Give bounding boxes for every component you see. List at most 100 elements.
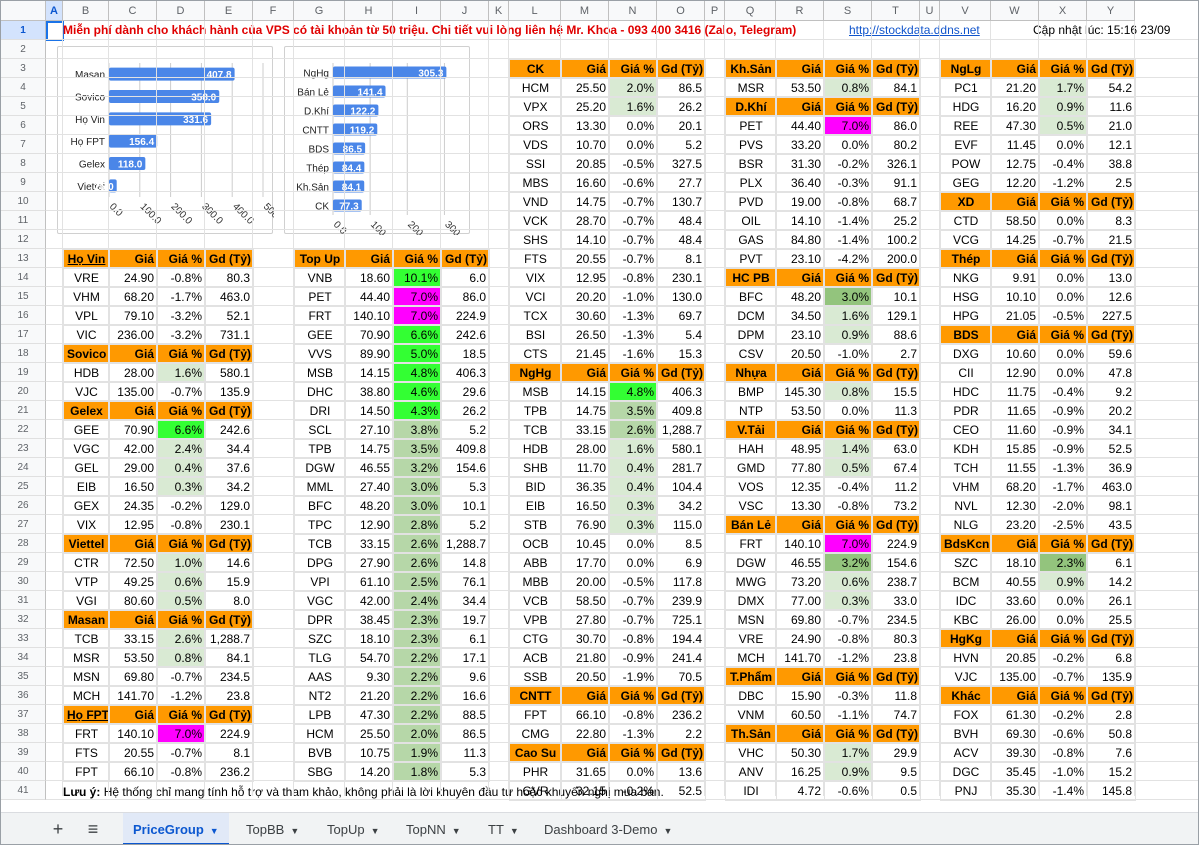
change-cell[interactable]: 0.3% [609, 515, 658, 535]
value-cell[interactable]: 16.6 [441, 686, 490, 706]
price-cell[interactable]: 50.30 [776, 743, 825, 763]
change-cell[interactable]: -0.8% [1039, 743, 1088, 763]
change-cell[interactable]: -1.1% [824, 705, 873, 725]
ticker-cell[interactable]: HDC [940, 382, 992, 402]
row-header-40[interactable]: 40 [1, 762, 46, 781]
price-cell[interactable]: 14.25 [991, 230, 1040, 250]
value-cell[interactable]: 11.3 [441, 743, 490, 763]
group-title[interactable]: D.Khí [725, 97, 777, 117]
ticker-cell[interactable]: DGW [294, 458, 346, 478]
price-cell[interactable]: 9.30 [345, 667, 394, 687]
column-label[interactable]: Gd (Tỷ) [1087, 686, 1136, 706]
column-header-w[interactable]: W [991, 1, 1039, 21]
ticker-cell[interactable]: VNM [725, 705, 777, 725]
caret-down-icon[interactable]: ▼ [209, 826, 219, 836]
value-cell[interactable]: 11.2 [872, 477, 921, 497]
ticker-cell[interactable]: HDB [509, 439, 562, 459]
change-cell[interactable]: -0.7% [824, 610, 873, 630]
ticker-cell[interactable]: DPR [294, 610, 346, 630]
change-cell[interactable]: -1.0% [609, 287, 658, 307]
price-cell[interactable]: 9.91 [991, 268, 1040, 288]
ticker-cell[interactable]: SHS [509, 230, 562, 250]
value-cell[interactable]: 84.1 [872, 78, 921, 98]
change-cell[interactable]: 0.9% [824, 325, 873, 345]
price-cell[interactable]: 79.10 [109, 306, 158, 326]
price-cell[interactable]: 28.00 [109, 363, 158, 383]
column-header-n[interactable]: N [609, 1, 657, 21]
ticker-cell[interactable]: VIX [63, 515, 110, 535]
column-label[interactable]: Gd (Tỷ) [205, 610, 254, 630]
ticker-cell[interactable]: NKG [940, 268, 992, 288]
value-cell[interactable]: 21.0 [1087, 116, 1136, 136]
change-cell[interactable]: 1.9% [393, 743, 442, 763]
price-cell[interactable]: 12.20 [991, 173, 1040, 193]
change-cell[interactable]: 0.0% [1039, 211, 1088, 231]
value-cell[interactable]: 8.1 [657, 249, 706, 269]
ticker-cell[interactable]: MSN [725, 610, 777, 630]
change-cell[interactable]: -0.8% [609, 629, 658, 649]
price-cell[interactable]: 14.50 [345, 401, 394, 421]
change-cell[interactable]: 2.6% [157, 629, 206, 649]
value-cell[interactable]: 86.5 [441, 724, 490, 744]
row-header-13[interactable]: 13 [1, 249, 46, 268]
change-cell[interactable]: 1.7% [1039, 78, 1088, 98]
row-header-14[interactable]: 14 [1, 268, 46, 287]
column-header-s[interactable]: S [824, 1, 872, 21]
column-header-j[interactable]: J [441, 1, 489, 21]
value-cell[interactable]: 84.1 [205, 648, 254, 668]
column-label[interactable]: Giá % [1039, 249, 1088, 269]
value-cell[interactable]: 5.4 [657, 325, 706, 345]
row-header-10[interactable]: 10 [1, 192, 46, 211]
change-cell[interactable]: 0.4% [609, 477, 658, 497]
sheet-tab-pricegroup[interactable]: PriceGroup ▼ [123, 813, 229, 844]
change-cell[interactable]: -4.2% [824, 249, 873, 269]
row-header-34[interactable]: 34 [1, 648, 46, 667]
change-cell[interactable]: -1.3% [609, 325, 658, 345]
change-cell[interactable]: 2.2% [393, 705, 442, 725]
column-label[interactable]: Giá [991, 59, 1040, 79]
change-cell[interactable]: 2.0% [609, 78, 658, 98]
column-header-k[interactable]: K [489, 1, 509, 21]
group-title[interactable]: XD [940, 192, 992, 212]
change-cell[interactable]: 0.6% [157, 572, 206, 592]
price-cell[interactable]: 48.20 [776, 287, 825, 307]
change-cell[interactable]: -0.9% [1039, 439, 1088, 459]
change-cell[interactable]: -0.6% [1039, 724, 1088, 744]
price-cell[interactable]: 69.80 [776, 610, 825, 630]
group-title[interactable]: T.Phẩm [725, 667, 777, 687]
change-cell[interactable]: 2.3% [1039, 553, 1088, 573]
row-header-33[interactable]: 33 [1, 629, 46, 648]
price-cell[interactable]: 15.90 [776, 686, 825, 706]
ticker-cell[interactable]: FTS [63, 743, 110, 763]
column-label[interactable]: Giá % [393, 249, 442, 269]
price-cell[interactable]: 135.00 [991, 667, 1040, 687]
value-cell[interactable]: 80.2 [872, 135, 921, 155]
group-title[interactable]: NgHg [509, 363, 562, 383]
value-cell[interactable]: 19.7 [441, 610, 490, 630]
ticker-cell[interactable]: MCH [725, 648, 777, 668]
row-header-35[interactable]: 35 [1, 667, 46, 686]
value-cell[interactable]: 242.6 [441, 325, 490, 345]
value-cell[interactable]: 8.5 [657, 534, 706, 554]
group-title[interactable]: V.Tải [725, 420, 777, 440]
change-cell[interactable]: 1.6% [609, 439, 658, 459]
row-header-11[interactable]: 11 [1, 211, 46, 230]
sector-value-chart[interactable]: 0.0 100.0 200.0 300.0 NgHg 305.3 Bán Lẻ 141.4 D.… [284, 46, 470, 245]
change-cell[interactable]: 0.8% [824, 382, 873, 402]
change-cell[interactable]: 2.4% [393, 591, 442, 611]
value-cell[interactable]: 327.5 [657, 154, 706, 174]
change-cell[interactable]: 0.4% [609, 458, 658, 478]
row-header-8[interactable]: 8 [1, 154, 46, 173]
ticker-cell[interactable]: FRT [63, 724, 110, 744]
change-cell[interactable]: 0.9% [824, 762, 873, 782]
value-cell[interactable]: 15.5 [872, 382, 921, 402]
value-cell[interactable]: 129.0 [205, 496, 254, 516]
change-cell[interactable]: 0.0% [609, 762, 658, 782]
ticker-cell[interactable]: MSR [725, 78, 777, 98]
value-cell[interactable]: 54.2 [1087, 78, 1136, 98]
change-cell[interactable]: -1.4% [824, 211, 873, 231]
price-cell[interactable]: 48.95 [776, 439, 825, 459]
row-header-21[interactable]: 21 [1, 401, 46, 420]
ticker-cell[interactable]: CSV [725, 344, 777, 364]
column-label[interactable]: Gd (Tỷ) [205, 534, 254, 554]
